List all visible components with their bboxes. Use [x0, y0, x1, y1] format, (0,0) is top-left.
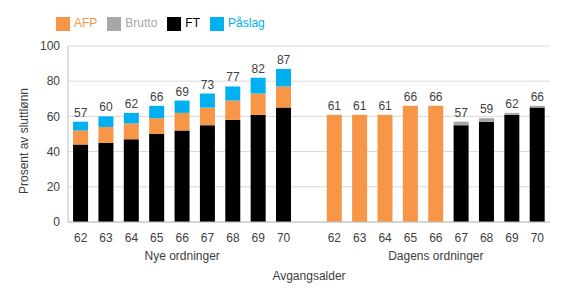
svg-text:0: 0	[53, 215, 60, 229]
svg-text:61: 61	[378, 99, 392, 113]
svg-text:61: 61	[353, 99, 367, 113]
html-text:AFP: AFP	[74, 16, 98, 30]
svg-text:100: 100	[40, 39, 60, 53]
html-text:Brutto: Brutto	[125, 16, 158, 30]
svg-text:67: 67	[201, 231, 215, 245]
svg-text:66: 66	[404, 90, 418, 104]
svg-text:68: 68	[226, 231, 240, 245]
svg-text:Prosent av sluttlønn: Prosent av sluttlønn	[17, 88, 31, 194]
svg-text:63: 63	[353, 231, 367, 245]
svg-text:61: 61	[328, 99, 342, 113]
svg-text:66: 66	[150, 90, 164, 104]
svg-text:70: 70	[531, 231, 545, 245]
svg-text:65: 65	[150, 231, 164, 245]
svg-text:66: 66	[531, 90, 545, 104]
html-text:FT: FT	[185, 16, 200, 30]
svg-text:63: 63	[99, 231, 113, 245]
svg-text:20: 20	[47, 180, 61, 194]
svg-text:67: 67	[455, 231, 469, 245]
svg-text:77: 77	[226, 70, 240, 84]
svg-text:57: 57	[74, 106, 88, 120]
svg-text:66: 66	[175, 231, 189, 245]
svg-text:Nye ordninger: Nye ordninger	[144, 249, 219, 263]
svg-text:68: 68	[480, 231, 494, 245]
svg-text:62: 62	[505, 97, 519, 111]
svg-text:59: 59	[480, 102, 494, 116]
svg-text:64: 64	[125, 231, 139, 245]
svg-text:Avgangsalder: Avgangsalder	[272, 269, 345, 283]
svg-text:69: 69	[175, 85, 189, 99]
svg-text:82: 82	[252, 62, 266, 76]
svg-text:80: 80	[47, 74, 61, 88]
svg-text:62: 62	[125, 97, 139, 111]
svg-text:70: 70	[277, 231, 291, 245]
svg-text:60: 60	[47, 110, 61, 124]
svg-text:87: 87	[277, 53, 291, 67]
svg-text:62: 62	[74, 231, 88, 245]
svg-text:60: 60	[99, 100, 113, 114]
svg-text:Dagens ordninger: Dagens ordninger	[388, 249, 483, 263]
svg-text:64: 64	[378, 231, 392, 245]
html-text:Påslag: Påslag	[228, 16, 265, 30]
svg-text:62: 62	[328, 231, 342, 245]
svg-text:40: 40	[47, 145, 61, 159]
svg-text:57: 57	[455, 106, 469, 120]
svg-text:69: 69	[252, 231, 266, 245]
svg-text:66: 66	[429, 90, 443, 104]
svg-text:73: 73	[201, 78, 215, 92]
svg-text:69: 69	[505, 231, 519, 245]
svg-text:66: 66	[429, 231, 443, 245]
svg-text:65: 65	[404, 231, 418, 245]
